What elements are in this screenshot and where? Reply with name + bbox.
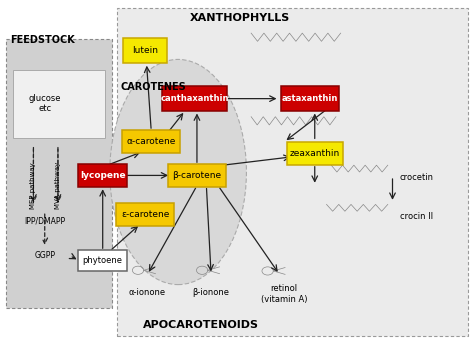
Bar [6,39,112,309]
FancyBboxPatch shape [287,142,343,165]
Text: ε-carotene: ε-carotene [121,210,169,219]
FancyBboxPatch shape [116,203,174,226]
Text: XANTHOPHYLLS: XANTHOPHYLLS [190,13,290,23]
FancyBboxPatch shape [168,164,226,187]
Text: FEEDSTOCK: FEEDSTOCK [10,35,74,45]
FancyBboxPatch shape [122,130,180,153]
Text: crocin II: crocin II [400,212,433,221]
Ellipse shape [110,60,246,284]
FancyBboxPatch shape [162,86,227,111]
Text: lycopene: lycopene [80,171,126,180]
Text: phytoene: phytoene [82,256,123,265]
Text: GGPP: GGPP [34,251,55,260]
Text: β-carotene: β-carotene [173,171,221,180]
FancyBboxPatch shape [123,39,167,63]
Text: crocetin: crocetin [400,173,434,182]
FancyBboxPatch shape [78,164,127,187]
FancyBboxPatch shape [281,86,339,111]
Text: retinol
(vitamin A): retinol (vitamin A) [261,284,307,304]
Text: α-ionone: α-ionone [129,288,166,297]
Text: lutein: lutein [132,46,158,55]
Bar [13,69,105,138]
Text: α-carotene: α-carotene [127,137,176,146]
FancyBboxPatch shape [78,250,127,271]
Bar [117,8,468,336]
Text: MVA pathway: MVA pathway [55,162,61,209]
Text: glucose
etc: glucose etc [28,94,61,114]
Text: MEP pathway: MEP pathway [30,162,36,209]
Text: CAROTENES: CAROTENES [120,82,186,92]
Text: IPP/DMAPP: IPP/DMAPP [24,217,65,226]
Text: canthaxanthin: canthaxanthin [160,94,229,103]
Text: astaxanthin: astaxanthin [282,94,338,103]
Text: β-ionone: β-ionone [192,288,229,297]
Text: zeaxanthin: zeaxanthin [290,149,340,158]
Text: APOCAROTENOIDS: APOCAROTENOIDS [143,320,259,330]
